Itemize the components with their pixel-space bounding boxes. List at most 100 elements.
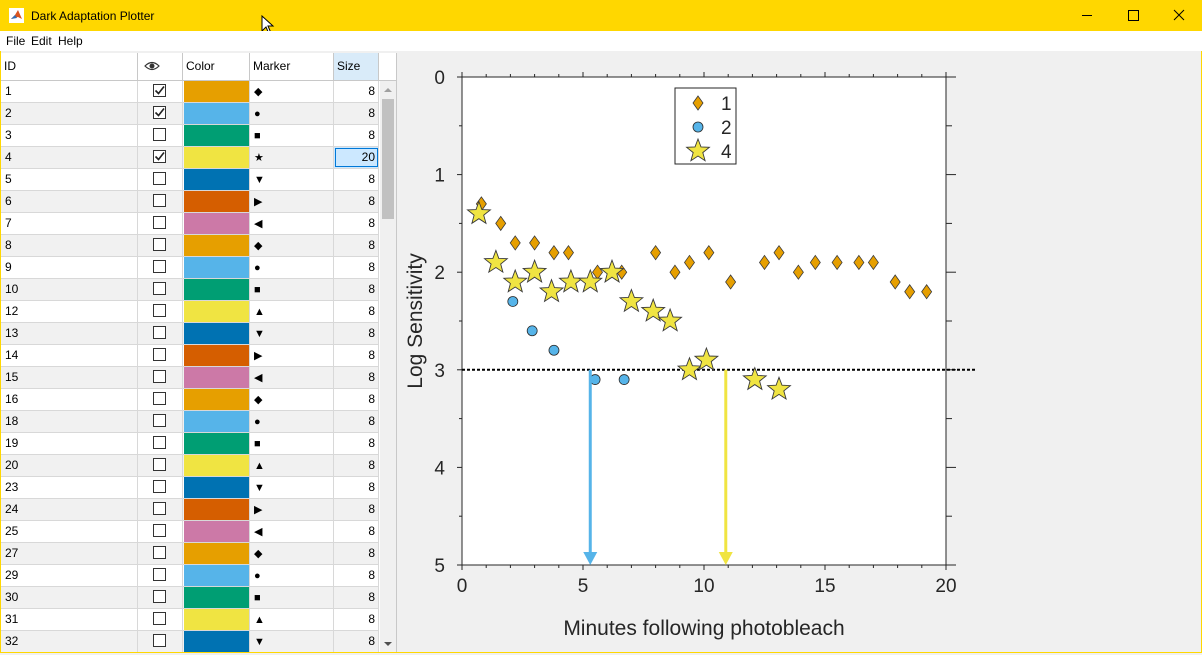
size-cell[interactable]: 8 <box>334 455 379 476</box>
marker-cell[interactable]: ◀ <box>250 213 334 234</box>
table-row[interactable]: 19 ■ 8 <box>1 433 379 455</box>
maximize-button[interactable] <box>1110 0 1156 31</box>
size-cell[interactable]: 8 <box>334 433 379 454</box>
visible-checkbox[interactable] <box>153 150 166 163</box>
visible-cell[interactable] <box>138 477 183 498</box>
column-header-visible[interactable] <box>138 53 183 80</box>
color-cell[interactable] <box>183 213 250 234</box>
table-row[interactable]: 20 ▲ 8 <box>1 455 379 477</box>
color-cell[interactable] <box>183 521 250 542</box>
size-cell[interactable]: 8 <box>334 279 379 300</box>
size-cell[interactable]: 8 <box>334 609 379 630</box>
visible-cell[interactable] <box>138 169 183 190</box>
scroll-down-icon[interactable] <box>384 641 392 647</box>
visible-checkbox[interactable] <box>153 194 166 207</box>
table-row[interactable]: 2 ● 8 <box>1 103 379 125</box>
size-cell[interactable]: 20 <box>334 147 379 168</box>
row-id[interactable]: 24 <box>1 499 138 520</box>
row-id[interactable]: 13 <box>1 323 138 344</box>
size-cell[interactable]: 8 <box>334 499 379 520</box>
visible-checkbox[interactable] <box>153 84 166 97</box>
marker-cell[interactable]: ◆ <box>250 389 334 410</box>
menu-file[interactable]: File <box>6 34 26 48</box>
marker-cell[interactable]: ▼ <box>250 631 334 652</box>
column-header-color[interactable]: Color <box>183 53 250 80</box>
row-id[interactable]: 3 <box>1 125 138 146</box>
marker-cell[interactable]: ★ <box>250 147 334 168</box>
visible-cell[interactable] <box>138 235 183 256</box>
row-id[interactable]: 18 <box>1 411 138 432</box>
table-row[interactable]: 23 ▼ 8 <box>1 477 379 499</box>
color-swatch[interactable] <box>184 257 249 278</box>
visible-cell[interactable] <box>138 587 183 608</box>
visible-checkbox[interactable] <box>153 634 166 647</box>
table-row[interactable]: 30 ■ 8 <box>1 587 379 609</box>
marker-cell[interactable]: ▲ <box>250 455 334 476</box>
color-cell[interactable] <box>183 367 250 388</box>
visible-checkbox[interactable] <box>153 106 166 119</box>
scroll-thumb[interactable] <box>382 99 394 219</box>
color-swatch[interactable] <box>184 455 249 476</box>
color-swatch[interactable] <box>184 323 249 344</box>
table-row[interactable]: 6 ▶ 8 <box>1 191 379 213</box>
row-id[interactable]: 2 <box>1 103 138 124</box>
row-id[interactable]: 31 <box>1 609 138 630</box>
size-cell[interactable]: 8 <box>334 521 379 542</box>
marker-cell[interactable]: ▶ <box>250 499 334 520</box>
visible-cell[interactable] <box>138 609 183 630</box>
color-cell[interactable] <box>183 477 250 498</box>
visible-checkbox[interactable] <box>153 216 166 229</box>
marker-cell[interactable]: ◆ <box>250 543 334 564</box>
table-row[interactable]: 32 ▼ 8 <box>1 631 379 652</box>
row-id[interactable]: 4 <box>1 147 138 168</box>
color-swatch[interactable] <box>184 433 249 454</box>
color-cell[interactable] <box>183 323 250 344</box>
visible-cell[interactable] <box>138 433 183 454</box>
row-id[interactable]: 10 <box>1 279 138 300</box>
color-swatch[interactable] <box>184 587 249 608</box>
visible-checkbox[interactable] <box>153 458 166 471</box>
marker-cell[interactable]: ◆ <box>250 81 334 102</box>
visible-checkbox[interactable] <box>153 480 166 493</box>
row-id[interactable]: 19 <box>1 433 138 454</box>
visible-cell[interactable] <box>138 257 183 278</box>
title-bar[interactable]: Dark Adaptation Plotter <box>0 0 1202 35</box>
visible-cell[interactable] <box>138 565 183 586</box>
visible-cell[interactable] <box>138 279 183 300</box>
visible-cell[interactable] <box>138 191 183 212</box>
table-row[interactable]: 12 ▲ 8 <box>1 301 379 323</box>
column-header-marker[interactable]: Marker <box>250 53 334 80</box>
row-id[interactable]: 1 <box>1 81 138 102</box>
row-id[interactable]: 30 <box>1 587 138 608</box>
row-id[interactable]: 29 <box>1 565 138 586</box>
close-button[interactable] <box>1156 0 1202 31</box>
row-id[interactable]: 16 <box>1 389 138 410</box>
table-row[interactable]: 14 ▶ 8 <box>1 345 379 367</box>
row-id[interactable]: 15 <box>1 367 138 388</box>
color-cell[interactable] <box>183 631 250 652</box>
color-cell[interactable] <box>183 257 250 278</box>
table-row[interactable]: 13 ▼ 8 <box>1 323 379 345</box>
visible-checkbox[interactable] <box>153 260 166 273</box>
row-id[interactable]: 9 <box>1 257 138 278</box>
visible-cell[interactable] <box>138 389 183 410</box>
color-cell[interactable] <box>183 587 250 608</box>
size-cell[interactable]: 8 <box>334 411 379 432</box>
size-cell[interactable]: 8 <box>334 169 379 190</box>
marker-cell[interactable]: ▼ <box>250 323 334 344</box>
table-row[interactable]: 4 ★ 20 <box>1 147 379 169</box>
table-scrollbar[interactable] <box>380 81 396 652</box>
visible-checkbox[interactable] <box>153 172 166 185</box>
color-swatch[interactable] <box>184 389 249 410</box>
color-cell[interactable] <box>183 345 250 366</box>
visible-checkbox[interactable] <box>153 304 166 317</box>
marker-cell[interactable]: ■ <box>250 587 334 608</box>
table-row[interactable]: 29 ● 8 <box>1 565 379 587</box>
color-cell[interactable] <box>183 455 250 476</box>
table-row[interactable]: 1 ◆ 8 <box>1 81 379 103</box>
visible-cell[interactable] <box>138 345 183 366</box>
visible-checkbox[interactable] <box>153 392 166 405</box>
row-id[interactable]: 7 <box>1 213 138 234</box>
marker-cell[interactable]: ● <box>250 103 334 124</box>
color-cell[interactable] <box>183 543 250 564</box>
